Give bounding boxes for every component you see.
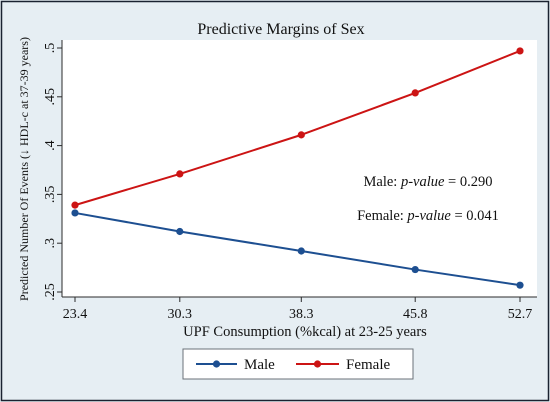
legend-swatch-marker-female: [313, 360, 322, 368]
annotation-stat: p-value: [406, 208, 451, 224]
x-tick-label: 52.7: [508, 307, 533, 322]
annotation-label: Female:: [357, 208, 404, 224]
y-tick-label: .3: [43, 238, 58, 249]
legend: Male Female: [182, 348, 414, 380]
data-point-female: [71, 201, 79, 209]
chart-title: Predictive Margins of Sex: [197, 21, 364, 38]
legend-label-male: Male: [244, 357, 275, 373]
legend-item-male: Male: [196, 357, 275, 373]
legend-label-female: Female: [346, 357, 390, 373]
x-tick-label: 38.3: [289, 307, 314, 322]
x-tick-label: 45.8: [403, 307, 428, 322]
y-axis-title: Predicted Number Of Events (↓ HDL-c at 3…: [17, 37, 31, 301]
annotation-value: = 0.290: [448, 174, 492, 190]
plot-region: [62, 40, 537, 297]
legend-swatch-marker-male: [212, 360, 221, 368]
annotation-value: = 0.041: [454, 208, 498, 224]
x-axis: 23.4 30.3 38.3 45.8 52.7: [62, 296, 537, 322]
data-point-female: [176, 170, 184, 178]
data-point-female: [516, 47, 524, 55]
data-point-female: [411, 89, 419, 97]
data-point-male: [71, 209, 79, 217]
y-tick-label: .5: [43, 43, 58, 54]
annotation-label: Male:: [364, 174, 398, 190]
x-tick-label: 30.3: [168, 307, 193, 322]
data-point-male: [297, 247, 305, 255]
data-point-male: [176, 227, 184, 236]
annotation-stat: p-value: [400, 174, 445, 190]
series-layer: [71, 47, 524, 289]
legend-item-female: Female: [296, 357, 390, 373]
y-tick-label: .4: [43, 140, 58, 151]
data-point-male: [411, 265, 419, 274]
data-point-female: [297, 131, 305, 139]
annotation-female-pvalue: Female: p-value = 0.041: [357, 208, 499, 224]
y-tick-label: .35: [43, 186, 58, 204]
annotation-male-pvalue: Male: p-value = 0.290: [364, 174, 493, 190]
y-axis: .25 .3 .35 .4 .45 .5: [43, 40, 63, 301]
y-tick-label: .25: [43, 283, 58, 301]
x-axis-title: UPF Consumption (%kcal) at 23-25 years: [183, 324, 427, 340]
y-tick-label: .45: [43, 88, 58, 106]
x-tick-label: 23.4: [63, 307, 88, 322]
data-point-male: [516, 281, 524, 289]
